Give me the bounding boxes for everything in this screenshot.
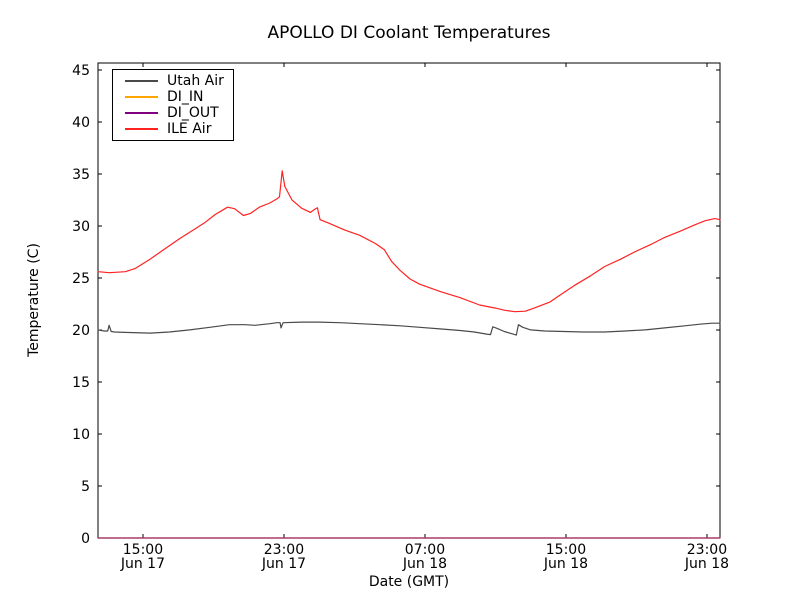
x-tick-label-date: Jun 17 xyxy=(120,556,165,572)
legend-line-sample-di-out xyxy=(125,112,158,114)
x-tick-label-date: Jun 18 xyxy=(402,556,447,572)
chart-title: APOLLO DI Coolant Temperatures xyxy=(267,23,550,43)
legend-label: Utah Air xyxy=(167,73,224,89)
y-tick-label: 25 xyxy=(72,271,90,287)
x-tick-label-date: Jun 17 xyxy=(261,556,306,572)
x-axis-label: Date (GMT) xyxy=(369,574,449,590)
y-tick-label: 5 xyxy=(81,479,90,495)
legend-box: Utah Air DI_IN DI_OUT ILE Air xyxy=(112,69,234,141)
x-tick-label-time: 23:00 xyxy=(264,542,304,558)
y-tick-label: 20 xyxy=(72,323,90,339)
legend-label: ILE Air xyxy=(167,121,212,137)
legend-line-sample-utah-air xyxy=(125,80,158,82)
x-tick-label-time: 07:00 xyxy=(405,542,445,558)
legend-label: DI_IN xyxy=(167,89,204,105)
legend-item-ile-air: ILE Air xyxy=(113,121,233,137)
series-line-utah-air xyxy=(97,321,721,336)
data-series xyxy=(97,170,721,539)
y-tick-label: 40 xyxy=(72,115,90,131)
y-tick-label: 0 xyxy=(81,531,90,547)
y-tick-label: 15 xyxy=(72,375,90,391)
x-tick-label-time: 15:00 xyxy=(546,542,586,558)
y-axis-label: Temperature (C) xyxy=(26,243,42,358)
legend-label: DI_OUT xyxy=(167,105,219,121)
legend-item-di-in: DI_IN xyxy=(113,89,233,105)
legend-item-di-out: DI_OUT xyxy=(113,105,233,121)
x-tick-label-time: 15:00 xyxy=(123,542,163,558)
x-tick-label-time: 23:00 xyxy=(687,542,727,558)
y-tick-label: 10 xyxy=(72,427,90,443)
y-tick-label: 30 xyxy=(72,219,90,235)
y-tick-label: 45 xyxy=(72,63,90,79)
legend-item-utah-air: Utah Air xyxy=(113,73,233,89)
series-line-ile-air xyxy=(97,170,721,313)
x-tick-label-date: Jun 18 xyxy=(684,556,729,572)
legend-line-sample-di-in xyxy=(125,96,158,98)
legend-line-sample-ile-air xyxy=(125,128,158,130)
y-tick-label: 35 xyxy=(72,167,90,183)
x-tick-label-date: Jun 18 xyxy=(543,556,588,572)
